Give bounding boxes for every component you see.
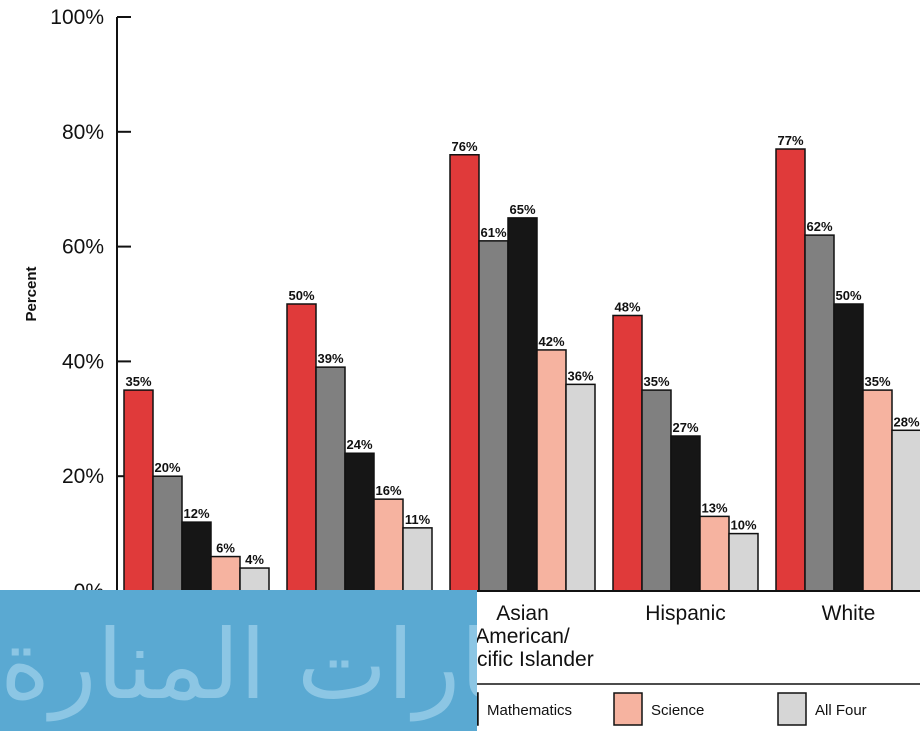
data-label: 48% xyxy=(614,299,640,314)
bar-english xyxy=(775,148,806,592)
data-label: 61% xyxy=(480,225,506,240)
bar-all-four xyxy=(402,527,433,592)
bar-all-four xyxy=(239,567,270,592)
legend-swatch xyxy=(613,692,643,726)
bars: 35% 20% 12% 6% 4% 50% 39% 24% 16% 11% 76% 61%65% 42%… xyxy=(123,133,920,592)
bar-science xyxy=(373,498,404,592)
bar-reading xyxy=(804,234,835,592)
bar-reading xyxy=(315,366,346,592)
data-label: 76% xyxy=(451,139,477,154)
bar-all-four xyxy=(891,429,920,592)
data-label: 50% xyxy=(288,288,314,303)
legend-label: Mathematics xyxy=(487,702,572,719)
bar-reading xyxy=(152,475,183,592)
bar-science xyxy=(210,555,241,592)
data-label: 28% xyxy=(893,414,919,429)
data-label: 24% xyxy=(346,437,372,452)
legend-label: All Four xyxy=(815,702,867,719)
bar-english xyxy=(123,389,154,592)
category-label: Hispanic xyxy=(645,602,726,625)
data-label: 4% xyxy=(245,552,264,567)
category-label-line: Hispanic xyxy=(645,602,726,625)
y-tick-label: 80% xyxy=(62,121,104,144)
bar-mathematics xyxy=(344,452,375,592)
y-tick-label: 100% xyxy=(50,6,104,29)
bar-reading xyxy=(478,240,509,592)
data-label: 42% xyxy=(538,334,564,349)
category-label: Asian American/Pacific Islander xyxy=(451,602,593,671)
data-label: 50% xyxy=(835,288,861,303)
data-label: 10% xyxy=(730,518,756,533)
bar-mathematics xyxy=(670,435,701,592)
y-tick-label: 20% xyxy=(62,465,104,488)
y-axis-title: Percent xyxy=(23,266,40,321)
y-tick-label: 60% xyxy=(62,236,104,259)
data-label: 62% xyxy=(806,219,832,234)
category-label-line: American/ xyxy=(475,625,570,648)
y-axis: 0%20%40%60%80%100% xyxy=(50,6,131,603)
data-label: 12% xyxy=(183,506,209,521)
bar-mathematics xyxy=(507,217,538,592)
watermark-overlay: استشارات المنارة xyxy=(0,590,477,731)
category-label-line: Pacific Islander xyxy=(451,648,593,671)
data-label: 77% xyxy=(777,133,803,148)
data-label: 27% xyxy=(672,420,698,435)
data-label: 35% xyxy=(125,374,151,389)
bar-science xyxy=(536,349,567,592)
data-label: 39% xyxy=(317,351,343,366)
data-label: 65% xyxy=(509,202,535,217)
bar-mathematics xyxy=(833,303,864,592)
bar-english xyxy=(449,154,480,592)
data-label: 6% xyxy=(216,541,235,556)
bar-mathematics xyxy=(181,521,212,592)
bar-science xyxy=(699,515,730,592)
data-label: 20% xyxy=(154,460,180,475)
data-label: 36% xyxy=(567,368,593,383)
legend-swatch xyxy=(777,692,807,726)
bar-science xyxy=(862,389,893,592)
data-label: 11% xyxy=(405,512,431,527)
y-tick-label: 40% xyxy=(62,350,104,373)
bar-all-four xyxy=(728,532,759,592)
category-label-line: Asian xyxy=(496,602,549,625)
bar-english xyxy=(612,314,643,592)
data-label: 35% xyxy=(643,374,669,389)
data-label: 13% xyxy=(701,500,727,515)
data-label: 35% xyxy=(864,374,890,389)
category-label-line: White xyxy=(822,602,876,625)
bar-reading xyxy=(641,389,672,592)
bar-all-four xyxy=(565,383,596,592)
category-label: White xyxy=(822,602,876,625)
data-label: 16% xyxy=(375,483,401,498)
bar-english xyxy=(286,303,317,592)
watermark-logo: استشارات المنارة xyxy=(0,609,477,721)
legend-label: Science xyxy=(651,702,704,719)
